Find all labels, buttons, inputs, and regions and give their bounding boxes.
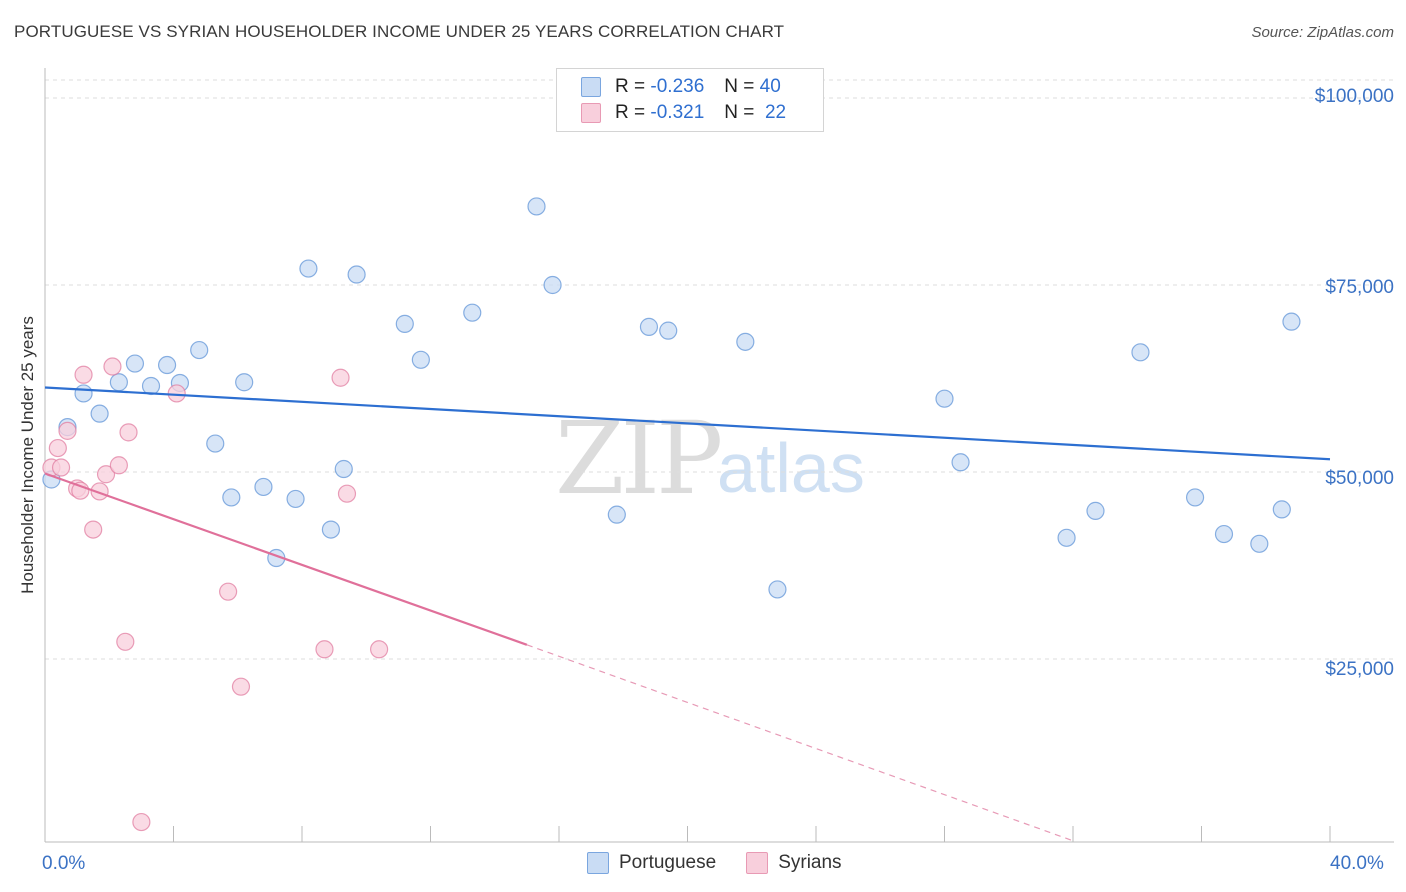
point-syrians: [337, 484, 357, 503]
point-portuguese: [1272, 500, 1291, 519]
point-syrians: [331, 368, 350, 387]
point-syrians: [119, 423, 138, 442]
legend-n-label: N =: [724, 76, 755, 97]
point-portuguese: [768, 580, 787, 599]
point-syrians: [51, 458, 71, 477]
point-syrians: [96, 465, 116, 484]
chart-title: PORTUGUESE VS SYRIAN HOUSEHOLDER INCOME …: [14, 22, 785, 41]
point-portuguese: [90, 404, 109, 423]
series-swatch-portuguese: [587, 852, 609, 874]
legend-swatch-portuguese: [581, 77, 601, 97]
y-tick-label-75000: $75,000: [1325, 277, 1394, 298]
point-portuguese: [1057, 528, 1076, 547]
legend-swatch-syrians: [581, 103, 601, 123]
point-portuguese: [639, 317, 659, 336]
point-portuguese: [607, 505, 626, 524]
legend-n-label: N =: [724, 102, 755, 123]
series-legend-label: Portuguese: [619, 852, 717, 873]
point-portuguese: [411, 350, 430, 369]
point-portuguese: [736, 332, 755, 351]
point-syrians: [84, 520, 103, 539]
legend-r-value: -0.236: [650, 76, 705, 97]
x-tick-label-min: 0.0%: [42, 853, 86, 874]
point-portuguese: [1086, 501, 1105, 520]
watermark-atlas: atlas: [717, 429, 865, 507]
point-portuguese: [206, 434, 225, 453]
point-portuguese: [935, 389, 954, 408]
legend-r-value: -0.321: [650, 102, 705, 123]
point-portuguese: [254, 477, 273, 497]
point-portuguese: [321, 520, 341, 539]
point-portuguese: [543, 275, 562, 295]
point-portuguese: [527, 197, 546, 216]
legend-n-value: 22: [764, 102, 787, 123]
point-syrians: [231, 677, 251, 696]
point-portuguese: [334, 459, 353, 479]
point-syrians: [109, 456, 128, 475]
point-syrians: [219, 582, 238, 601]
point-portuguese: [190, 340, 209, 360]
y-tick-label-100000: $100,000: [1314, 86, 1394, 107]
watermark-zip: ZIP: [555, 400, 723, 517]
series-legend-syrians[interactable]: Syrians: [746, 852, 842, 874]
point-syrians: [103, 357, 122, 376]
point-portuguese: [1185, 488, 1205, 507]
point-syrians: [58, 421, 77, 440]
series-legend-portuguese[interactable]: Portuguese: [587, 852, 716, 874]
legend-r-label: R =: [615, 76, 646, 97]
legend-row-portuguese: R = -0.236 N = 40: [581, 75, 781, 99]
legend-r-label: R =: [615, 102, 646, 123]
point-syrians: [48, 438, 67, 458]
x-tick-label-max: 40.0%: [1330, 853, 1384, 874]
trend-line-extension-syrians: [526, 644, 1074, 842]
series-legend-label: Syrians: [778, 852, 842, 873]
point-portuguese: [286, 489, 305, 509]
correlation-legend: R = -0.236 N = 40 R = -0.321 N = 22: [556, 68, 824, 132]
point-portuguese: [463, 303, 482, 322]
point-syrians: [74, 365, 93, 384]
chart-source: Source: ZipAtlas.com: [1251, 24, 1394, 41]
point-portuguese: [1131, 343, 1150, 362]
point-portuguese: [74, 384, 93, 403]
point-portuguese: [109, 373, 128, 392]
point-portuguese: [222, 488, 241, 507]
trend-line-portuguese: [44, 386, 1331, 461]
point-syrians: [116, 632, 135, 651]
point-portuguese: [951, 453, 970, 472]
point-syrians: [90, 482, 109, 501]
series-legend: Portuguese Syrians: [587, 852, 872, 874]
point-portuguese: [347, 265, 366, 284]
point-portuguese: [1250, 534, 1269, 553]
trend-line-syrians: [44, 472, 528, 646]
point-portuguese: [1282, 312, 1301, 331]
point-portuguese: [395, 314, 414, 333]
legend-n-value: 40: [759, 76, 781, 97]
point-portuguese: [157, 355, 177, 375]
point-portuguese: [125, 354, 145, 373]
point-portuguese: [141, 376, 161, 396]
y-axis-label: Householder Income Under 25 years: [18, 316, 37, 594]
y-tick-label-50000: $50,000: [1325, 468, 1394, 489]
point-syrians: [315, 640, 334, 659]
point-portuguese: [1214, 524, 1234, 544]
y-tick-label-25000: $25,000: [1325, 659, 1394, 680]
point-portuguese: [299, 259, 318, 278]
point-syrians: [132, 812, 151, 832]
legend-row-syrians: R = -0.321 N = 22: [581, 101, 786, 125]
point-syrians: [370, 640, 389, 659]
series-swatch-syrians: [746, 852, 769, 874]
point-portuguese: [235, 373, 254, 392]
point-portuguese: [659, 321, 678, 340]
